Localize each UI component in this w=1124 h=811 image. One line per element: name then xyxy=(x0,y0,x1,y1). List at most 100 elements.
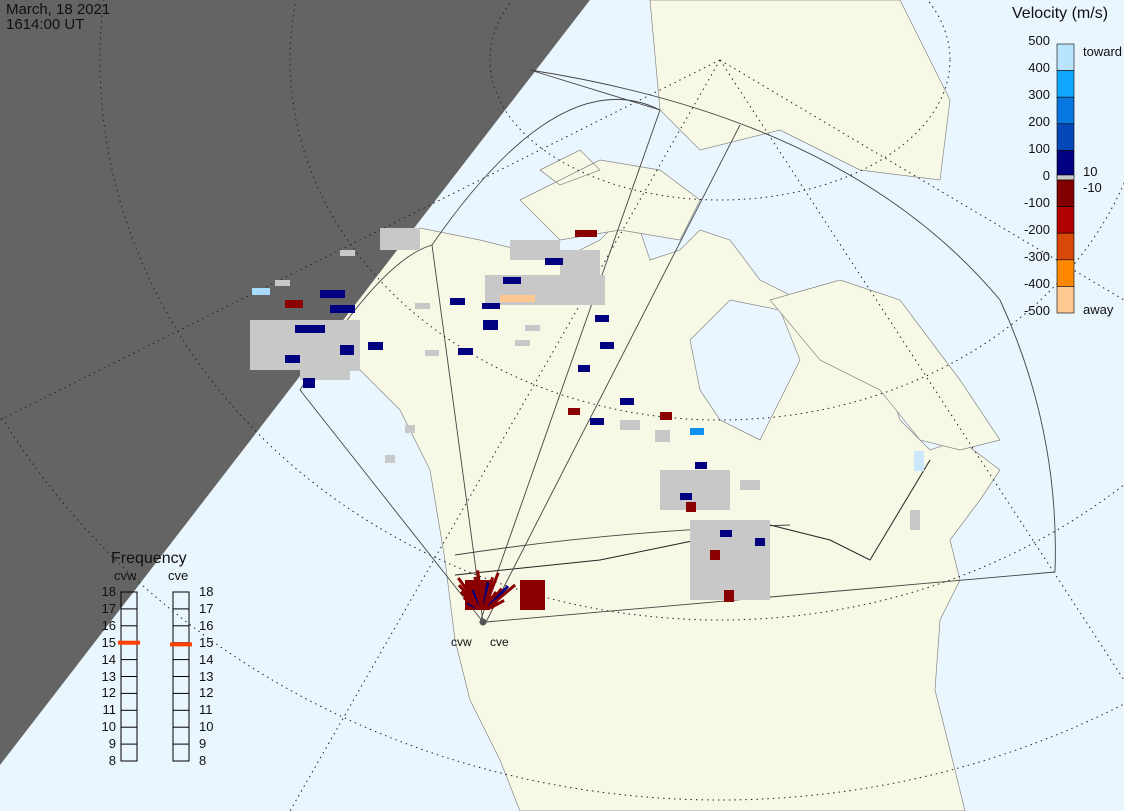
velocity-cell xyxy=(520,580,545,610)
frequency-tick-label: 12 xyxy=(101,685,116,701)
frequency-bars xyxy=(118,591,192,762)
frequency-tick-label: 16 xyxy=(101,617,116,633)
frequency-tick-label: 8 xyxy=(199,753,207,768)
velocity-cell xyxy=(660,412,672,420)
colorbar-segment xyxy=(1056,259,1075,287)
velocity-cell xyxy=(686,502,696,512)
velocity-cell xyxy=(500,295,535,302)
velocity-cell xyxy=(620,420,640,430)
velocity-tick-label: 100 xyxy=(1028,141,1050,156)
colorbar-segment xyxy=(1056,174,1075,181)
velocity-colorbar xyxy=(1056,43,1075,314)
colorbar-segment xyxy=(1056,286,1075,314)
frequency-tick-label: 12 xyxy=(199,685,214,701)
velocity-tick-label: -100 xyxy=(1023,195,1050,210)
frequency-title: Frequency xyxy=(111,550,187,567)
velocity-cell xyxy=(510,240,560,260)
colorbar-segment xyxy=(1056,179,1075,207)
velocity-cell xyxy=(655,430,670,442)
velocity-cell xyxy=(710,550,720,560)
frequency-tick-label: 9 xyxy=(199,736,207,752)
frequency-tick-label: 17 xyxy=(101,600,116,616)
station-label-cvw: cvw xyxy=(451,635,472,649)
away-label: away xyxy=(1083,302,1114,317)
velocity-cell xyxy=(483,320,498,330)
velocity-cell xyxy=(368,342,383,350)
velocity-vector xyxy=(489,599,505,610)
frequency-tick-label: 13 xyxy=(199,668,214,684)
velocity-cell xyxy=(560,250,600,290)
threshold-neg-label: -10 xyxy=(1083,180,1102,195)
velocity-cell xyxy=(458,348,473,355)
frequency-tick-label: 14 xyxy=(199,651,214,667)
colorbar-segment xyxy=(1056,70,1075,98)
frequency-tick-label: 18 xyxy=(199,584,214,599)
velocity-cell xyxy=(252,288,270,295)
velocity-cell xyxy=(320,290,345,298)
velocity-cell xyxy=(755,538,765,546)
velocity-tick-label: 300 xyxy=(1028,87,1050,102)
frequency-tick-label: 11 xyxy=(199,702,213,718)
frequency-tick-label: 10 xyxy=(199,719,214,735)
velocity-cell xyxy=(405,425,415,433)
velocity-cell xyxy=(415,303,430,309)
velocity-cell xyxy=(503,277,521,284)
velocity-tick-label: -500 xyxy=(1023,303,1050,318)
frequency-tick-label: 9 xyxy=(108,736,116,752)
velocity-cell xyxy=(910,510,920,530)
frequency-marker xyxy=(118,640,140,645)
velocity-cell xyxy=(720,530,732,537)
velocity-cell xyxy=(295,325,325,333)
velocity-cell xyxy=(600,342,614,349)
colorbar-segment xyxy=(1056,96,1075,125)
velocity-cell xyxy=(482,303,500,309)
velocity-tick-label: -200 xyxy=(1023,222,1050,237)
velocity-cell xyxy=(275,280,290,286)
time-label: 1614:00 UT xyxy=(6,16,85,33)
frequency-tick-label: 8 xyxy=(108,753,116,768)
frequency-tick-label: 11 xyxy=(102,702,117,718)
velocity-cell xyxy=(385,455,395,463)
velocity-tick-label: 0 xyxy=(1042,168,1050,183)
velocity-cell xyxy=(680,493,692,500)
station-marker xyxy=(479,618,487,626)
hudson-bay xyxy=(689,299,801,441)
velocity-cell xyxy=(450,298,465,305)
velocity-cell xyxy=(303,378,315,388)
colorbar-segment xyxy=(1056,232,1075,261)
frequency-marker xyxy=(170,642,192,647)
velocity-cell xyxy=(575,230,597,237)
colorbar-segment xyxy=(1056,43,1075,71)
station-label-cve: cve xyxy=(490,635,509,649)
velocity-cell xyxy=(695,462,707,469)
colorbar-segment xyxy=(1056,123,1075,151)
velocity-tick-label: 400 xyxy=(1028,60,1050,75)
velocity-cell xyxy=(515,340,530,346)
frequency-tick-label: 13 xyxy=(101,668,116,684)
velocity-cell xyxy=(620,398,634,405)
velocity-cell xyxy=(525,325,540,331)
velocity-cell xyxy=(340,250,355,256)
night-terminator xyxy=(0,0,590,765)
velocity-tick-label: -300 xyxy=(1023,249,1050,264)
frequency-tick-label: 15 xyxy=(199,634,214,650)
velocity-tick-label: -400 xyxy=(1023,276,1050,291)
velocity-cells xyxy=(250,228,924,610)
colorbar-segment xyxy=(1056,150,1075,178)
us-canada-border xyxy=(454,459,931,576)
velocity-tick-label: 500 xyxy=(1028,33,1050,48)
velocity-cell xyxy=(724,590,734,602)
velocity-tick-label: 200 xyxy=(1028,114,1050,129)
velocity-cell xyxy=(330,305,355,313)
velocity-cell xyxy=(590,418,604,425)
frequency-radar-cve: cve xyxy=(168,568,189,583)
date-label: March, 18 2021 xyxy=(6,1,111,18)
frequency-tick-label: 14 xyxy=(101,651,116,667)
frequency-tick-label: 17 xyxy=(199,600,214,616)
velocity-cell xyxy=(595,315,609,322)
threshold-pos-label: 10 xyxy=(1083,164,1098,179)
land-masses xyxy=(249,0,1001,811)
velocity-cell xyxy=(380,228,420,250)
